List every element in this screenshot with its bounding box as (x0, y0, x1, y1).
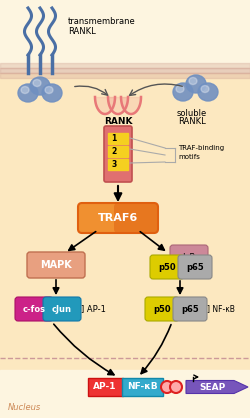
Text: RANK: RANK (104, 117, 132, 127)
FancyBboxPatch shape (27, 252, 85, 278)
Ellipse shape (189, 77, 197, 84)
FancyBboxPatch shape (178, 255, 212, 279)
Text: motifs: motifs (178, 154, 200, 160)
Text: ] AP-1: ] AP-1 (81, 304, 106, 314)
FancyBboxPatch shape (78, 203, 158, 233)
Text: p65: p65 (186, 263, 204, 272)
FancyBboxPatch shape (114, 203, 158, 233)
FancyBboxPatch shape (88, 377, 122, 395)
Text: RANKL: RANKL (178, 117, 206, 127)
Text: SEAP: SEAP (199, 382, 225, 392)
Ellipse shape (198, 83, 218, 101)
Bar (0, 370, 250, 418)
Ellipse shape (18, 84, 38, 102)
Text: p50: p50 (158, 263, 176, 272)
FancyBboxPatch shape (122, 377, 162, 395)
Text: 1: 1 (112, 134, 116, 143)
Text: AP-1: AP-1 (93, 382, 117, 391)
Ellipse shape (173, 83, 193, 101)
FancyBboxPatch shape (150, 255, 184, 279)
Ellipse shape (201, 86, 209, 92)
Text: c-fos: c-fos (22, 304, 46, 314)
Ellipse shape (176, 86, 184, 92)
FancyArrow shape (186, 380, 248, 393)
Text: RANKL: RANKL (68, 28, 96, 36)
Text: p65: p65 (181, 304, 199, 314)
Text: p50: p50 (153, 304, 171, 314)
Text: TRAF6: TRAF6 (98, 213, 138, 223)
Bar (108, 146, 128, 157)
Ellipse shape (42, 84, 62, 102)
FancyBboxPatch shape (145, 297, 179, 321)
Bar (108, 133, 128, 144)
Ellipse shape (30, 77, 50, 95)
Ellipse shape (186, 75, 206, 93)
Text: 2: 2 (112, 147, 116, 156)
Text: NF-κB: NF-κB (127, 382, 157, 391)
FancyBboxPatch shape (43, 297, 81, 321)
Text: TRAF-binding: TRAF-binding (178, 145, 224, 151)
FancyBboxPatch shape (15, 297, 53, 321)
FancyBboxPatch shape (170, 245, 208, 269)
Circle shape (170, 381, 182, 393)
Bar (0, 68, 250, 73)
Text: 3: 3 (112, 160, 116, 169)
Bar (0, 73, 250, 78)
FancyBboxPatch shape (104, 126, 132, 182)
Ellipse shape (33, 79, 41, 87)
Bar (0, 63, 250, 68)
Bar (0, 73, 250, 418)
Ellipse shape (21, 87, 29, 94)
Text: cJun: cJun (52, 304, 72, 314)
Text: transmembrane: transmembrane (68, 18, 136, 26)
FancyBboxPatch shape (173, 297, 207, 321)
Circle shape (161, 381, 173, 393)
Text: Nucleus: Nucleus (8, 403, 41, 413)
Text: ] NF-κB: ] NF-κB (207, 304, 235, 314)
Text: MAPK: MAPK (40, 260, 72, 270)
Ellipse shape (45, 87, 53, 94)
Text: IκB: IκB (182, 252, 196, 262)
Bar (108, 159, 128, 170)
Text: soluble: soluble (177, 109, 207, 117)
